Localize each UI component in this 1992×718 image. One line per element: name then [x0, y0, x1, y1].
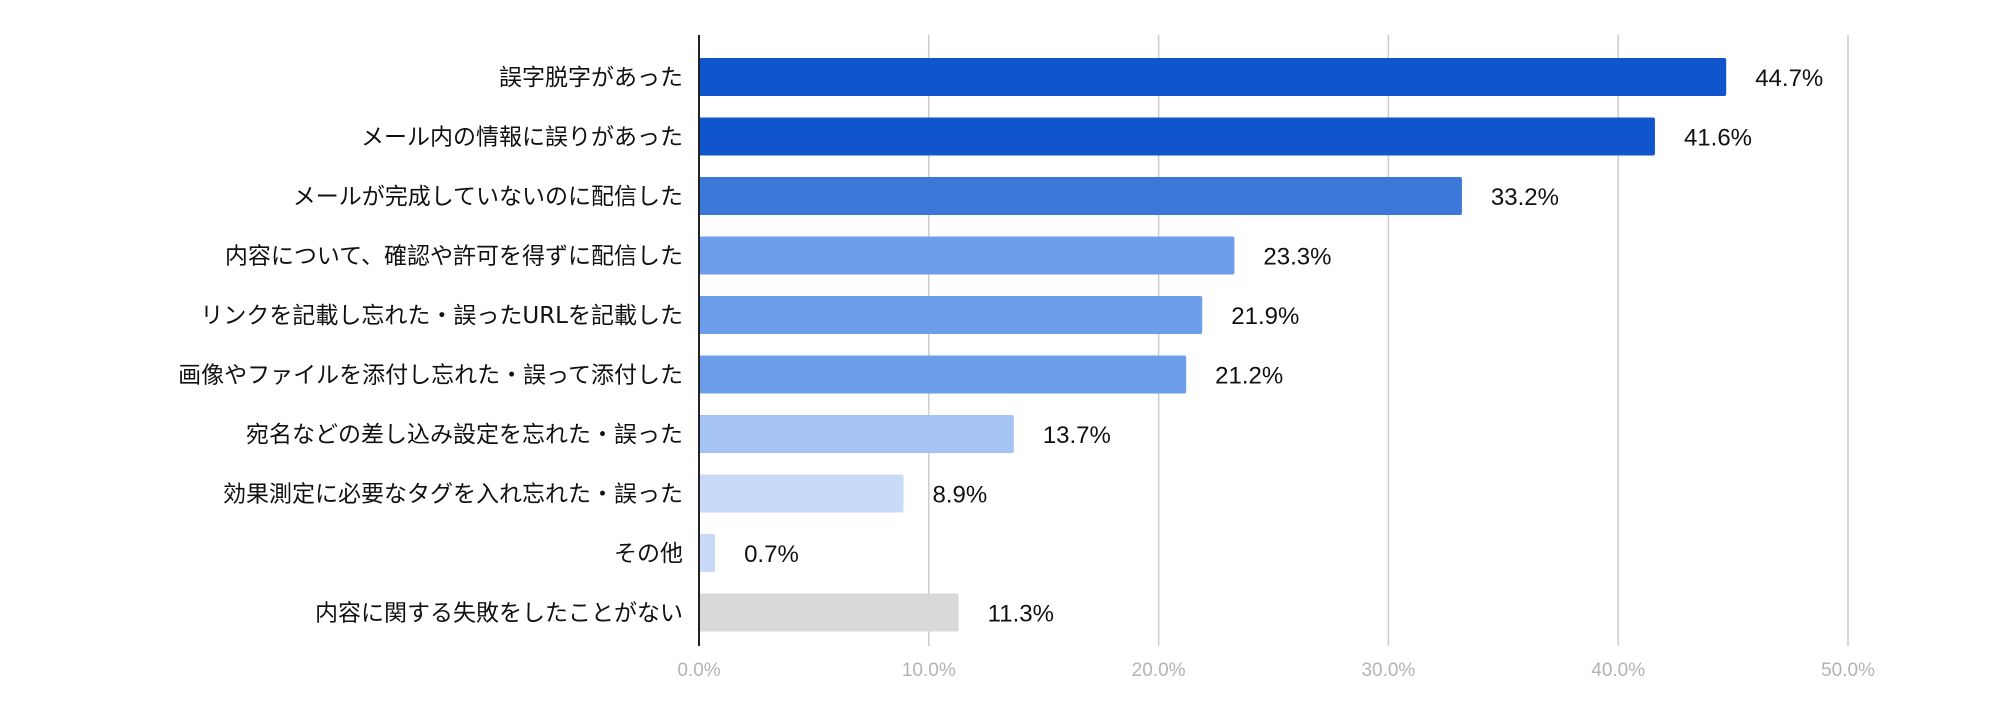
category-label: 内容に関する失敗をしたことがない — [315, 601, 683, 627]
category-label: 画像やファイルを添付し忘れた・誤って添付した — [178, 363, 683, 389]
bar — [699, 236, 1235, 275]
bar — [699, 534, 716, 572]
data-label: 8.9% — [933, 482, 988, 509]
data-label: 21.2% — [1215, 363, 1283, 390]
category-label: 誤字脱字があった — [499, 65, 683, 91]
data-label: 11.3% — [988, 601, 1054, 628]
bar — [699, 474, 904, 513]
data-label: 0.7% — [744, 541, 799, 568]
data-label: 33.2% — [1491, 184, 1559, 211]
x-tick-label: 50.0% — [1821, 660, 1875, 681]
x-tick-label: 10.0% — [902, 660, 956, 681]
category-label: 内容について、確認や許可を得ずに配信した — [225, 244, 683, 270]
bar — [699, 415, 1014, 453]
x-tick-labels: 0.0% 10.0% 20.0% 30.0% 40.0% 50.0% — [677, 660, 1875, 681]
category-label: リンクを記載し忘れた・誤ったURLを記載した — [200, 303, 683, 329]
data-label: 23.3% — [1263, 244, 1331, 271]
category-label: メール内の情報に誤りがあった — [361, 125, 683, 151]
data-label: 13.7% — [1043, 422, 1111, 449]
x-tick-label: 30.0% — [1361, 660, 1415, 681]
bar — [699, 355, 1187, 394]
category-labels: 誤字脱字があったメール内の情報に誤りがあったメールが完成していないのに配信した内… — [178, 65, 683, 627]
x-tick-label: 40.0% — [1591, 660, 1645, 681]
data-label: 41.6% — [1684, 125, 1752, 152]
category-label: 宛名などの差し込み設定を忘れた・誤った — [246, 422, 683, 448]
bars — [699, 58, 1727, 632]
category-label: 効果測定に必要なタグを入れ忘れた・誤った — [223, 482, 683, 508]
bar — [699, 58, 1727, 96]
x-tick-label: 20.0% — [1132, 660, 1186, 681]
data-label: 44.7% — [1755, 65, 1823, 92]
bar — [699, 593, 959, 632]
data-label: 21.9% — [1231, 303, 1299, 330]
category-label: メールが完成していないのに配信した — [293, 184, 683, 210]
bar — [699, 177, 1462, 215]
bar — [699, 117, 1655, 156]
x-tick-label: 0.0% — [677, 660, 720, 681]
category-label: その他 — [614, 541, 683, 567]
bar — [699, 296, 1203, 334]
value-labels: 44.7% 41.6% 33.2% 23.3% 21.9% 21.2% 13.7% 8.9% 0… — [744, 65, 1823, 628]
